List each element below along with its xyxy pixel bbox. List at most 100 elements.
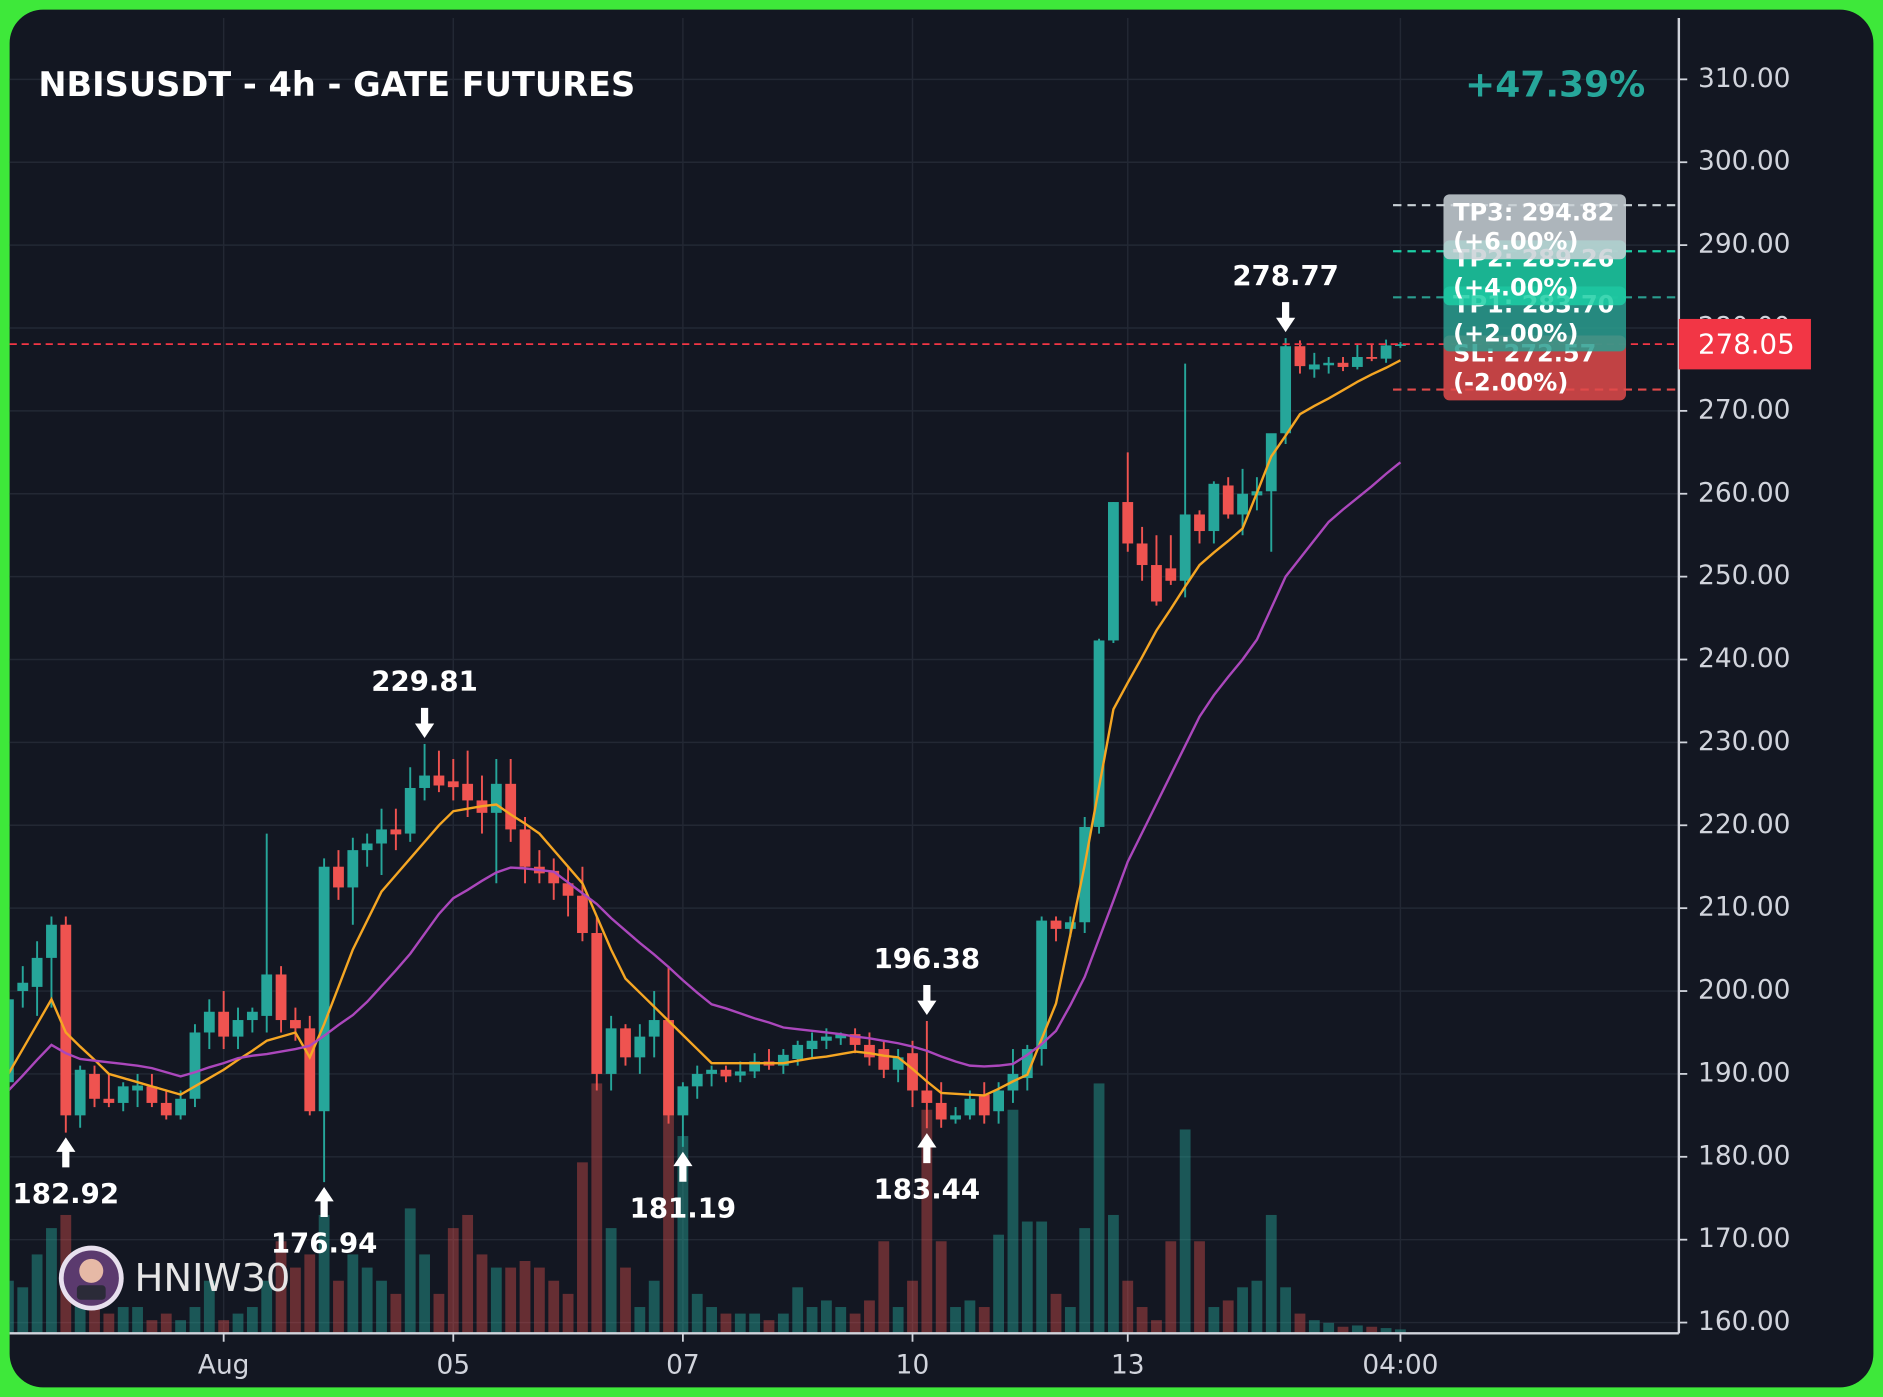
volume-bar bbox=[691, 1293, 703, 1334]
volume-bar bbox=[275, 1241, 287, 1334]
performance: +47.39% bbox=[1465, 64, 1645, 105]
volume-bar bbox=[1165, 1241, 1177, 1334]
volume-bar bbox=[878, 1241, 890, 1334]
candle-body bbox=[605, 1028, 617, 1074]
y-tick-label: 310.00 bbox=[1698, 63, 1790, 94]
level-box bbox=[1443, 335, 1627, 401]
y-tick-label: 210.00 bbox=[1698, 892, 1790, 923]
x-tick-label: 10 bbox=[896, 1349, 930, 1380]
candle-body bbox=[634, 1036, 646, 1058]
volume-bar bbox=[1395, 1329, 1406, 1334]
volume-bar bbox=[1208, 1307, 1220, 1334]
high-label: 278.77 bbox=[1232, 259, 1339, 292]
candle-body bbox=[1093, 640, 1105, 827]
volume-bar bbox=[849, 1313, 861, 1334]
volume-bar bbox=[347, 1254, 359, 1334]
volume-bar bbox=[1151, 1320, 1162, 1334]
candle-body bbox=[404, 787, 416, 834]
candle-body bbox=[1337, 362, 1349, 367]
candle-body bbox=[203, 1011, 215, 1033]
volume-bar bbox=[605, 1228, 617, 1334]
volume-bar bbox=[1036, 1221, 1048, 1334]
volume-bar bbox=[806, 1307, 818, 1334]
candle-body bbox=[663, 1020, 674, 1116]
candle-body bbox=[505, 783, 517, 830]
volume-bar bbox=[203, 1280, 215, 1334]
candle-body bbox=[892, 1057, 904, 1070]
volume-bar bbox=[1108, 1214, 1119, 1334]
volume-bar bbox=[490, 1267, 502, 1334]
candle-body bbox=[562, 883, 574, 896]
candle-body bbox=[620, 1028, 631, 1058]
plot bbox=[9, 338, 1406, 1334]
overlay: 160.00 170.00 180.00 190.00 200.00 210.00 220.… bbox=[9, 18, 1811, 1380]
candle-body bbox=[1280, 346, 1292, 434]
volume-bar bbox=[1079, 1228, 1091, 1334]
candle-body bbox=[1380, 345, 1392, 359]
candle-body bbox=[433, 775, 445, 786]
y-tick-label: 190.00 bbox=[1698, 1057, 1790, 1088]
volume-bar bbox=[17, 1287, 29, 1334]
volume-bar bbox=[1194, 1241, 1205, 1334]
candle-body bbox=[591, 933, 603, 1074]
y-tick-label: 220.00 bbox=[1698, 809, 1790, 840]
volume-bar bbox=[462, 1214, 474, 1334]
candle-body bbox=[1108, 502, 1119, 641]
volume-bar bbox=[620, 1267, 631, 1334]
volume-bar bbox=[505, 1267, 517, 1334]
volume-bar bbox=[160, 1313, 172, 1334]
candle-body bbox=[246, 1011, 258, 1021]
candle-body bbox=[218, 1011, 230, 1037]
candle-body bbox=[777, 1054, 789, 1066]
volume-bar bbox=[390, 1293, 402, 1334]
volume-bar bbox=[1007, 1109, 1019, 1334]
volume-bar bbox=[333, 1280, 344, 1334]
candle-body bbox=[261, 974, 273, 1016]
candle-body bbox=[103, 1098, 115, 1103]
candle-body bbox=[749, 1061, 761, 1072]
candle-body bbox=[548, 870, 560, 884]
volume-bar bbox=[290, 1267, 301, 1334]
volume-bar bbox=[1294, 1313, 1306, 1334]
candle-body bbox=[993, 1090, 1005, 1112]
volume-bar bbox=[304, 1254, 316, 1334]
level-box bbox=[1443, 194, 1627, 260]
volume-bar bbox=[763, 1320, 775, 1334]
y-tick-label: 270.00 bbox=[1698, 394, 1790, 425]
volume-bar bbox=[361, 1267, 373, 1334]
candle-body bbox=[290, 1020, 301, 1029]
background bbox=[9, 9, 1874, 1388]
volume-bar bbox=[978, 1307, 990, 1334]
candle-body bbox=[978, 1094, 990, 1116]
candle-body bbox=[706, 1069, 717, 1074]
x-tick-label: 13 bbox=[1111, 1349, 1145, 1380]
low-label: 183.44 bbox=[874, 1173, 981, 1206]
candle-body bbox=[1208, 483, 1220, 532]
level-change: (-2.00%) bbox=[1453, 369, 1568, 397]
candle-body bbox=[1136, 543, 1148, 566]
candle-body bbox=[1323, 362, 1335, 366]
candle-body bbox=[333, 866, 344, 888]
volume-bar bbox=[562, 1293, 574, 1334]
candle-body bbox=[390, 829, 402, 835]
candle-body bbox=[419, 775, 430, 788]
volume-bar bbox=[577, 1162, 588, 1334]
low-arrow bbox=[314, 1186, 334, 1217]
volume-bar bbox=[820, 1300, 832, 1334]
volume-bar bbox=[46, 1228, 57, 1334]
candle-body bbox=[189, 1032, 201, 1099]
candle-body bbox=[9, 999, 14, 1083]
volume-bar bbox=[1122, 1280, 1134, 1334]
volume-bar bbox=[663, 1109, 674, 1334]
high-arrow bbox=[917, 985, 937, 1016]
candle-body bbox=[361, 843, 373, 851]
y-tick-label: 290.00 bbox=[1698, 229, 1790, 260]
candle-body bbox=[31, 957, 43, 987]
low-label: 181.19 bbox=[630, 1191, 737, 1224]
y-tick-label: 250.00 bbox=[1698, 560, 1790, 591]
candle-body bbox=[1079, 826, 1091, 923]
candle-body bbox=[1165, 568, 1177, 581]
candle-body bbox=[146, 1086, 158, 1103]
volume-bar bbox=[777, 1313, 789, 1334]
